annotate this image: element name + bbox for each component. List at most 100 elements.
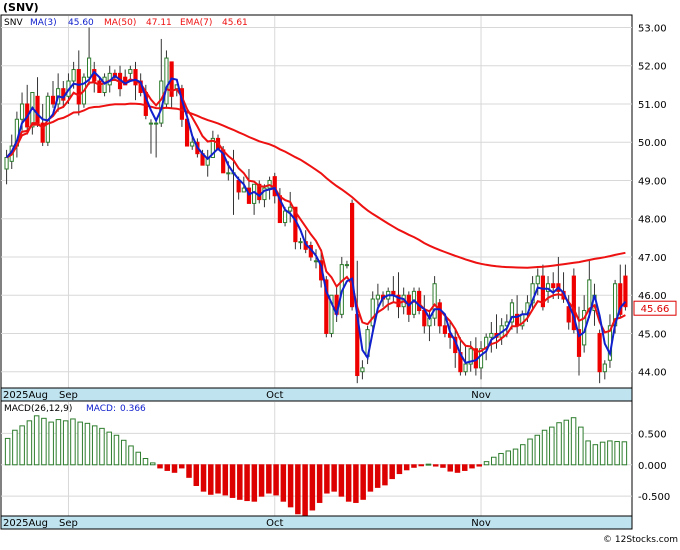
- macd-bar-negative: [280, 464, 287, 502]
- macd-bar-positive: [142, 458, 149, 466]
- candle: [324, 276, 329, 338]
- macd-bar-negative: [432, 464, 439, 467]
- macd-bar-negative: [251, 464, 258, 502]
- macd-bar-negative: [229, 464, 236, 498]
- macd-bar-negative: [215, 464, 221, 494]
- macd-bar-negative: [302, 464, 308, 516]
- macd-bar-negative: [200, 464, 207, 492]
- macd-bar-positive: [41, 417, 47, 466]
- macd-bar-negative: [367, 464, 374, 492]
- macd-bar-positive: [62, 420, 69, 466]
- macd-bar-positive: [19, 425, 25, 466]
- candle: [350, 199, 355, 311]
- macd-bar-positive: [4, 437, 11, 466]
- candle: [262, 184, 267, 208]
- macd-bar-negative: [447, 464, 453, 472]
- candle: [478, 341, 484, 380]
- macd-bar-negative: [353, 464, 359, 503]
- macd-bar-positive: [592, 444, 599, 466]
- macd-bar-negative: [179, 464, 185, 469]
- macd-y-axis: 0.500 0.000 -0.500: [638, 429, 670, 503]
- candle: [442, 314, 448, 338]
- macd-bar-negative: [469, 464, 475, 469]
- candle-body-up: [241, 187, 246, 193]
- macd-bar-positive: [541, 429, 548, 466]
- indicator-lines: [5, 70, 627, 364]
- candle: [571, 268, 576, 334]
- candle-body-down: [571, 275, 576, 331]
- candle-body-down: [437, 302, 442, 327]
- candle-body-up: [190, 141, 195, 147]
- candle-body-up: [329, 294, 334, 334]
- macd-bar-negative: [345, 464, 352, 502]
- candle-body-up: [489, 332, 494, 338]
- macd-x-tick-label: 2025Aug: [3, 518, 48, 529]
- macd-bar-negative: [237, 464, 243, 500]
- candle-body-down: [623, 275, 628, 308]
- macd-bar-negative: [324, 464, 330, 494]
- candle-body-up: [375, 294, 380, 300]
- candle: [417, 287, 422, 315]
- candle: [432, 276, 437, 326]
- macd-legend: MACD(26,12,9) MACD: 0.366: [4, 404, 146, 414]
- candle-body-up: [602, 363, 607, 373]
- legend-ma3-label: MA(3): [30, 18, 57, 28]
- macd-bar-negative: [389, 464, 395, 480]
- macd-bar-positive: [120, 439, 127, 466]
- macd-bar-negative: [186, 464, 192, 478]
- macd-bar-negative: [171, 464, 178, 473]
- macd-panel: [0, 400, 633, 517]
- ma50-line: [5, 102, 626, 269]
- macd-y-tick-label: -0.500: [638, 492, 670, 503]
- macd-bar-positive: [570, 417, 577, 466]
- macd-bar-negative: [374, 464, 381, 488]
- candle: [148, 119, 154, 154]
- macd-bar-positive: [77, 421, 83, 466]
- price-x-axis-labels: 2025Aug Sep Oct Nov: [3, 390, 491, 401]
- macd-bar-positive: [534, 434, 541, 466]
- candle-body-up: [298, 241, 303, 244]
- candle-body-up: [102, 76, 107, 93]
- candle: [154, 119, 159, 158]
- price-y-tick-label: 51.00: [638, 100, 667, 111]
- macd-bar-positive: [55, 419, 62, 466]
- candle-body-up: [478, 348, 484, 369]
- candle-body-down: [76, 69, 81, 105]
- macd-bar-positive: [585, 440, 591, 466]
- candle-body-down: [324, 279, 329, 334]
- macd-x-axis-bar: [0, 515, 633, 530]
- candle-body-up: [432, 283, 437, 319]
- candle: [313, 249, 319, 269]
- candle: [40, 103, 45, 147]
- price-y-tick-label: 46.00: [638, 291, 667, 302]
- legend-ma50-label: MA(50): [104, 18, 136, 28]
- candle-body-down: [40, 122, 45, 143]
- candle: [576, 306, 582, 376]
- macd-bar-positive: [135, 451, 141, 466]
- candle: [360, 360, 365, 380]
- candle-body-down: [551, 283, 556, 289]
- candle-body-up: [4, 157, 9, 170]
- candlesticks: [4, 27, 628, 384]
- macd-bar-negative: [360, 464, 366, 500]
- macd-bar-positive: [26, 420, 33, 466]
- candle-body-down: [133, 69, 138, 86]
- macd-bar-positive: [425, 463, 432, 466]
- candle-body-down: [618, 283, 623, 315]
- candle-body-up: [360, 367, 365, 373]
- macd-bar-positive: [84, 422, 91, 466]
- candle-body-up: [164, 57, 169, 105]
- macd-bar-negative: [193, 464, 200, 486]
- macd-bar-negative: [403, 464, 410, 471]
- candle: [370, 291, 375, 334]
- macd-bar-positive: [48, 421, 54, 466]
- candle-body-up: [288, 206, 293, 212]
- candle-body-down: [396, 294, 401, 308]
- last-price-badge-box: [633, 300, 677, 316]
- macd-bar-negative: [396, 464, 403, 475]
- candle-body-down: [257, 183, 262, 201]
- macd-legend-macd-label: MACD:: [86, 404, 116, 414]
- watermark: © 12Stocks.com: [603, 535, 678, 545]
- macd-x-tick-label: Nov: [471, 518, 491, 529]
